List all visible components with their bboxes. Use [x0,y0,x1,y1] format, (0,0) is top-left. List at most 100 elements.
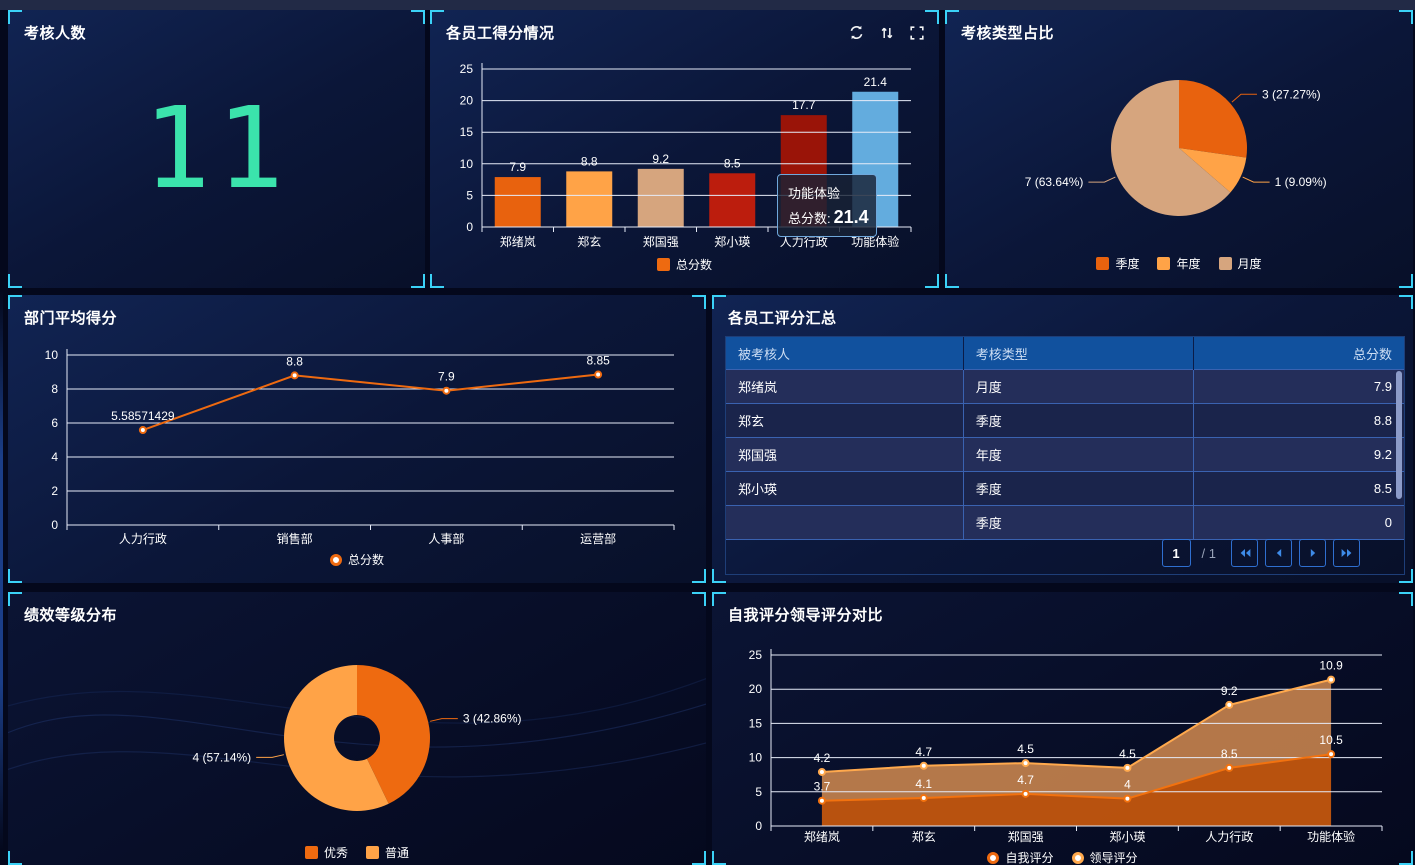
table-cell: 月度 [962,369,1194,404]
corner-bracket [712,569,726,583]
corner-bracket [925,10,939,24]
panel-assess-type: 考核类型占比 3 (27.27%) 1 (9.09%) 7 (63.64%) 季度 年… [945,10,1413,288]
table-cell: 季度 [962,403,1194,438]
panel-grade-dist: 绩效等级分布 3 (42.86%) 4 (57.14%) 优秀 普通 [8,592,706,865]
corner-bracket [411,274,425,288]
svg-text:4.5: 4.5 [1017,742,1034,756]
corner-bracket [692,592,706,606]
next-page-button[interactable] [1299,539,1326,567]
svg-text:10.9: 10.9 [1319,659,1343,673]
legend-item-普通[interactable]: 普通 [366,844,409,861]
bar-郑玄 [566,171,613,227]
legend-item-月度[interactable]: 月度 [1218,255,1262,272]
svg-text:郑小瑛: 郑小瑛 [1109,829,1145,844]
self-leader-area-chart: 0 5 10 15 20 25 郑绪岚 郑玄 郑国强 郑小瑛 人力行政 功能体验 3.7 4.2 4.1 4.… [749,648,1383,844]
legend-dept-avg: 总分数 [8,551,706,568]
svg-text:0: 0 [755,819,762,833]
corner-bracket [430,274,444,288]
svg-text:8.8: 8.8 [286,354,303,368]
assess-type-pie-chart: 3 (27.27%) 1 (9.09%) 7 (63.64%) [1025,80,1327,217]
svg-text:5: 5 [466,188,473,202]
svg-text:6: 6 [51,416,58,430]
table-row: 郑国强 年度 9.2 [726,437,1404,472]
svg-text:4.7: 4.7 [1017,773,1034,787]
current-page[interactable]: 1 [1161,539,1191,567]
corner-bracket [692,569,706,583]
panel-title-score-table: 各员工评分汇总 [728,310,837,327]
score-table: 被考核人 考核类型 总分数 郑绪岚 月度 7.9 郑玄 季度 8.8 郑国强 年度 9.2 郑小瑛… [725,336,1405,575]
legend-marker [1218,257,1232,270]
legend-item-总分数[interactable]: 总分数 [656,256,712,273]
sort-icon[interactable] [878,24,895,41]
svg-text:人事部: 人事部 [428,531,464,546]
legend-label: 季度 [1115,257,1140,271]
svg-text:人力行政: 人力行政 [780,235,828,249]
corner-bracket [1399,295,1413,309]
svg-text:0: 0 [51,518,58,532]
svg-text:郑绪岚: 郑绪岚 [804,829,840,844]
svg-text:25: 25 [749,648,763,662]
legend-item-自我评分[interactable]: 自我评分 [987,849,1054,865]
prev-page-button[interactable] [1265,539,1292,567]
corner-bracket [8,295,22,309]
refresh-icon[interactable] [848,24,865,41]
corner-bracket [945,10,959,24]
legend-marker [987,851,1000,864]
fullscreen-icon[interactable] [908,24,925,41]
legend-marker [304,846,318,859]
top-strip [0,0,1415,10]
svg-text:15: 15 [749,716,763,730]
legend-label: 优秀 [323,846,348,860]
svg-text:8.85: 8.85 [586,354,610,368]
svg-text:运营部: 运营部 [580,531,616,546]
svg-text:21.4: 21.4 [864,75,888,89]
table-cell: 郑国强 [726,437,964,472]
corner-bracket [8,851,22,865]
panel-title-employee-scores: 各员工得分情况 [446,25,555,42]
table-cell: 9.2 [1193,437,1404,472]
table-scrollbar[interactable] [1396,371,1402,499]
legend-item-领导评分[interactable]: 领导评分 [1071,849,1138,865]
bar-郑国强 [637,168,684,227]
first-page-button[interactable] [1231,539,1258,567]
panel-title-kpi: 考核人数 [24,25,87,42]
svg-text:2: 2 [51,484,58,498]
table-row: 郑小瑛 季度 8.5 [726,471,1404,506]
corner-bracket [1399,569,1413,583]
legend-item-优秀[interactable]: 优秀 [304,844,348,861]
corner-bracket [1399,10,1413,24]
svg-text:4.1: 4.1 [915,777,932,791]
svg-text:4.2: 4.2 [814,751,831,765]
last-page-button[interactable] [1333,539,1360,567]
panel-employee-scores: 各员工得分情况 0 5 10 15 20 25 郑绪岚 郑玄 郑国强 郑小瑛 人力行政 功能 [430,10,939,288]
svg-text:8.5: 8.5 [1221,747,1238,761]
page-total: / 1 [1201,545,1216,561]
corner-bracket [925,274,939,288]
legend-item-总分数[interactable]: 总分数 [329,551,384,568]
corner-bracket [712,592,726,606]
svg-text:郑国强: 郑国强 [643,234,679,249]
svg-text:4.7: 4.7 [915,745,932,759]
legend-assess-type: 季度 年度 月度 [945,255,1413,272]
pagination: 1 / 1 [726,532,1404,574]
panel-title-grade-dist: 绩效等级分布 [24,607,118,624]
col-assessee: 被考核人 [726,337,964,370]
legend-label: 总分数 [347,553,384,567]
panel-title-self-leader: 自我评分领导评分对比 [728,607,884,624]
edge-glow [0,290,3,850]
table-cell: 郑小瑛 [726,471,964,506]
panel-self-leader: 自我评分领导评分对比 0 5 10 15 20 25 郑绪岚 郑玄 郑国强 郑小瑛 人力行政 功能体验… [712,592,1413,865]
corner-bracket [8,274,22,288]
legend-label: 年度 [1176,257,1201,271]
corner-bracket [712,851,726,865]
svg-text:郑小瑛: 郑小瑛 [714,234,750,249]
corner-bracket [8,10,22,24]
svg-text:8.8: 8.8 [581,154,598,168]
corner-bracket [430,10,444,24]
legend-label: 总分数 [675,258,712,272]
svg-text:7.9: 7.9 [509,160,526,174]
legend-item-季度[interactable]: 季度 [1096,255,1139,272]
tooltip-value-row: 总分数: 21.4 [788,207,869,228]
legend-item-年度[interactable]: 年度 [1157,255,1201,272]
